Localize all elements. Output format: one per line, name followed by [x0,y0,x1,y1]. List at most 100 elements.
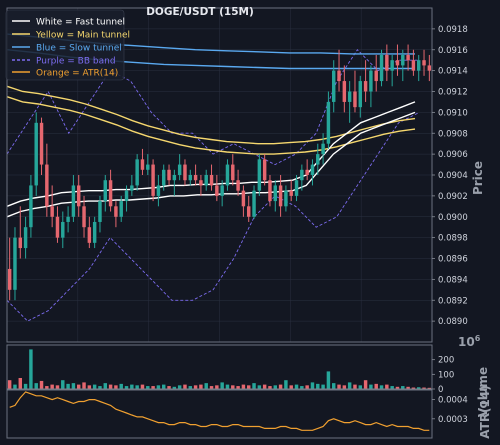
price-tick-label: 0.0910 [438,108,468,118]
candle-body [108,180,113,207]
volume-bar [177,385,182,389]
candle-body [82,206,86,228]
candle-body [209,175,214,186]
candle-body [225,164,230,186]
bb-lower-line [6,111,420,322]
candle-body [363,81,368,92]
volume-bar [300,386,304,389]
volume-bar [363,380,368,389]
legend-box [5,9,125,81]
candle-body [379,54,384,82]
candle-body [71,185,76,217]
volume-bar [289,385,293,389]
volume-bar [114,385,118,389]
legend: White = Fast tunnel Yellow = Main tunnel… [5,9,130,81]
candle-body [321,143,325,155]
price-tick-label: 0.0914 [438,67,468,77]
candle-body [257,159,262,191]
candle-body [342,81,347,102]
volume-bar [316,383,320,389]
volume-bar [252,383,256,389]
volume-multiplier-exp: 6 [475,334,481,343]
volume-bar [87,385,92,389]
price-tick-label: 0.0890 [438,317,468,327]
candle-body [87,227,92,243]
volume-bar [385,384,389,389]
candle-body [289,190,293,196]
atr-tick-label: 0.0004 [438,396,468,406]
volume-bar [124,386,129,389]
candle-body [7,268,12,290]
legend-label-slow: Blue = Slow tunnel [36,44,122,54]
volume-bar [161,384,166,389]
candle-body [278,185,283,207]
price-tick-label: 0.0912 [438,88,468,98]
candle-body [416,60,421,71]
candle-body [215,185,219,196]
price-tick-label: 0.0898 [438,234,468,244]
volume-bar [220,382,224,389]
volume-bar [151,386,155,389]
candle-body [236,180,240,191]
candle-body [395,60,400,66]
atr-tick-label: 0.0003 [438,415,468,425]
atr-line [9,391,430,431]
price-tick-label: 0.0916 [438,46,468,56]
candle-body [246,206,251,217]
volume-bar [13,384,17,389]
volume-bar [331,383,336,389]
volume-bar [167,386,171,389]
candle-body [140,159,145,170]
volume-bar [45,386,49,389]
axis-ticks: 0.0890 0.0892 0.0894 0.0896 0.0898 0.0900 0.09… [432,25,468,425]
candle-body [151,164,155,196]
candle-body [23,227,28,249]
volume-bar [347,382,352,389]
atr-panel-frame [6,389,433,439]
volume-bar [29,349,33,389]
volume-bar [188,386,193,389]
volume-bar [61,380,65,389]
volume-tick-label: 0 [438,385,443,395]
volume-bar [18,378,23,389]
candle-body [124,190,129,202]
volume-bar [401,386,405,389]
volume-bar [225,384,230,389]
candle-body [294,180,299,196]
volume-bar [34,383,38,389]
candle-body [161,169,166,186]
candle-body [310,164,315,175]
volume-bar [215,385,219,389]
volume-bar [76,384,81,389]
candle-body [76,185,81,207]
volume-bar [119,383,123,389]
volume-bar [257,385,262,389]
volume-bar [193,385,198,389]
volume-multiplier: 106 [458,334,481,349]
volume-bar [268,386,272,389]
candle-body [300,169,304,181]
volume-tick-label: 200 [438,356,454,366]
volume-bar [374,383,378,389]
candle-body [177,164,182,175]
volume-bar [358,385,363,389]
chart-title: DOGE/USDT (15M) [146,6,254,18]
volume-bar [284,380,288,389]
candle-body [188,175,193,181]
candle-body [369,70,373,92]
volume-bar [55,385,60,389]
candle-body [13,237,17,290]
volume-bar [411,387,416,389]
volume-multiplier-base: 10 [458,335,475,349]
candle-body [199,180,203,186]
volume-tick-label: 100 [438,370,454,380]
candle-body [55,216,60,238]
candle-body [268,180,272,202]
candle-body [114,206,118,217]
atr-axis-title: ATR(14) [478,385,492,438]
volume-bar [278,384,283,389]
candle-body [220,185,224,196]
volume-bar [135,385,139,389]
legend-label-atr: Orange = ATR(14) [36,69,118,79]
